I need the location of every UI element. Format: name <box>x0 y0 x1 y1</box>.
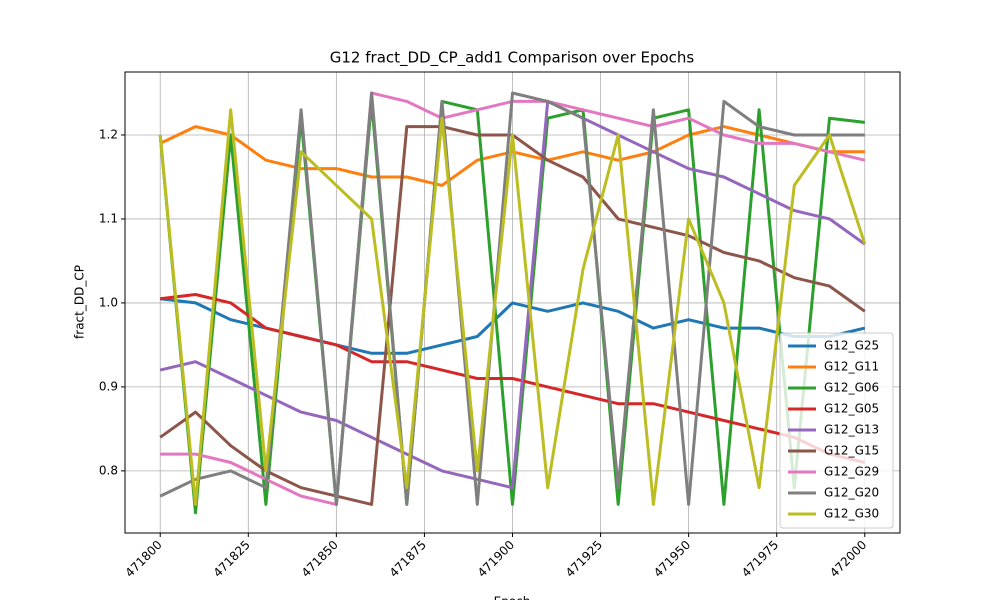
legend-box <box>779 332 894 529</box>
legend-label: G12_G11 <box>824 360 879 374</box>
y-axis-label: fract_DD_CP <box>73 265 87 339</box>
legend-label: G12_G25 <box>824 339 879 353</box>
series-line <box>158 108 867 506</box>
plot-frame <box>124 71 901 534</box>
y-tick-label: 1.0 <box>99 295 118 309</box>
y-tick-label: 1.1 <box>99 211 118 225</box>
chart-title: G12 fract_DD_CP_add1 Comparison over Epo… <box>330 49 695 68</box>
legend-label: G12_G06 <box>824 381 879 395</box>
series-line <box>159 125 865 187</box>
legend-label: G12_G13 <box>824 423 879 437</box>
y-tick-label: 0.8 <box>99 463 118 477</box>
y-tick-label: 0.9 <box>99 379 118 393</box>
legend-label: G12_G29 <box>824 465 879 479</box>
legend-label: G12_G20 <box>824 486 879 500</box>
legend-label: G12_G15 <box>824 444 879 458</box>
legend-label: G12_G05 <box>824 402 879 416</box>
y-tick-label: 1.2 <box>99 127 118 141</box>
x-axis-label: Epoch <box>494 595 531 600</box>
series-line <box>159 99 866 490</box>
legend-label: G12_G30 <box>824 507 879 521</box>
